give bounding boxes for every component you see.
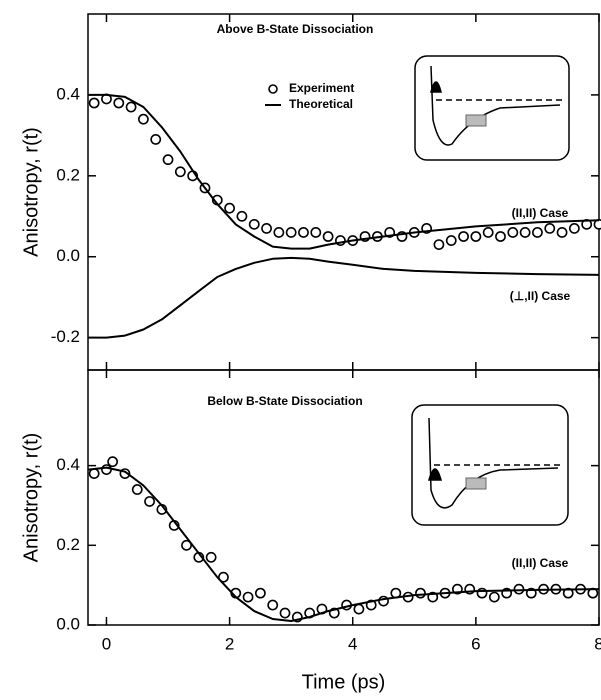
probe-region	[465, 114, 487, 127]
legend-label: Theoretical	[289, 97, 353, 111]
x-axis-title: Time (ps)	[302, 671, 386, 693]
data-point	[150, 134, 162, 145]
data-point	[593, 218, 601, 230]
inset-frame	[414, 55, 570, 161]
inset-top	[414, 55, 570, 161]
y-tick-label: 0.4	[56, 455, 80, 474]
data-point	[254, 587, 266, 599]
curve	[88, 256, 600, 339]
data-point	[482, 227, 494, 238]
data-point	[248, 218, 260, 230]
data-point	[488, 591, 500, 603]
wavepacket	[430, 81, 442, 93]
data-point	[113, 97, 125, 109]
data-point	[544, 223, 556, 234]
data-point	[513, 583, 525, 595]
y-tick-label: 0.2	[56, 165, 80, 184]
data-point	[298, 227, 309, 238]
data-point	[261, 223, 272, 234]
legend-marker	[268, 84, 278, 94]
panel-title: Below B-State Dissociation	[207, 394, 362, 408]
inset-bottom	[411, 404, 569, 526]
data-point	[556, 227, 568, 238]
data-point	[205, 551, 217, 563]
potential-curve	[428, 417, 559, 509]
data-point	[568, 223, 580, 234]
annotation: (II,II) Case	[512, 206, 569, 220]
y-axis-title: Anisotropy, r(t)	[20, 433, 42, 563]
data-point	[125, 101, 137, 113]
data-point	[131, 484, 143, 495]
data-point	[285, 227, 297, 238]
data-point	[495, 231, 506, 242]
potential-curve	[430, 65, 561, 146]
data-point	[138, 113, 149, 125]
x-tick-label: 0	[102, 634, 111, 653]
curve	[87, 466, 600, 622]
data-point	[322, 231, 334, 242]
probe-region	[465, 477, 487, 490]
data-point	[88, 468, 100, 479]
annotation: (⊥,II) Case	[510, 289, 571, 303]
data-point	[181, 539, 192, 551]
y-tick-label: 0.4	[56, 84, 80, 103]
data-point	[144, 496, 155, 507]
data-point	[445, 235, 457, 246]
legend-label: Experiment	[289, 81, 354, 95]
plot-frame	[87, 369, 600, 626]
data-point	[101, 464, 112, 476]
wavepacket	[428, 468, 442, 481]
data-point	[310, 227, 322, 238]
data-point	[519, 227, 531, 238]
data-point	[279, 607, 291, 619]
data-point	[88, 97, 100, 109]
data-point	[353, 603, 365, 615]
data-point	[415, 587, 426, 599]
data-point	[267, 599, 279, 611]
data-point	[107, 456, 119, 468]
data-point	[470, 231, 482, 242]
data-point	[507, 227, 519, 238]
y-tick-label: 0.2	[56, 535, 80, 554]
data-point	[174, 166, 186, 178]
data-point	[162, 154, 174, 166]
inset-frame	[411, 404, 569, 526]
data-point	[218, 571, 229, 583]
data-point	[273, 227, 285, 238]
panel-title: Above B-State Dissociation	[217, 22, 374, 36]
y-tick-label: 0.0	[56, 246, 80, 265]
data-point	[224, 202, 236, 214]
y-tick-label: 0.0	[56, 614, 80, 633]
x-tick-label: 2	[225, 634, 234, 653]
data-point	[458, 231, 469, 242]
curve	[88, 93, 600, 250]
data-point	[242, 591, 254, 603]
data-point	[433, 239, 445, 250]
data-point	[476, 587, 488, 599]
y-tick-label: -0.2	[51, 327, 80, 346]
x-tick-label: 6	[471, 634, 480, 653]
y-axis-title: Anisotropy, r(t)	[20, 127, 42, 257]
data-point	[236, 210, 248, 222]
data-point	[532, 227, 543, 238]
x-tick-label: 8	[594, 634, 601, 653]
x-tick-label: 4	[348, 634, 357, 653]
annotation: (II,II) Case	[512, 556, 569, 570]
